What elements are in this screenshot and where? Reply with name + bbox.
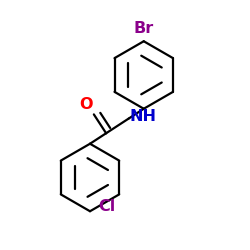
Text: O: O [79, 97, 92, 112]
Text: Cl: Cl [98, 199, 116, 214]
Text: NH: NH [130, 109, 157, 124]
Text: Br: Br [134, 21, 154, 36]
